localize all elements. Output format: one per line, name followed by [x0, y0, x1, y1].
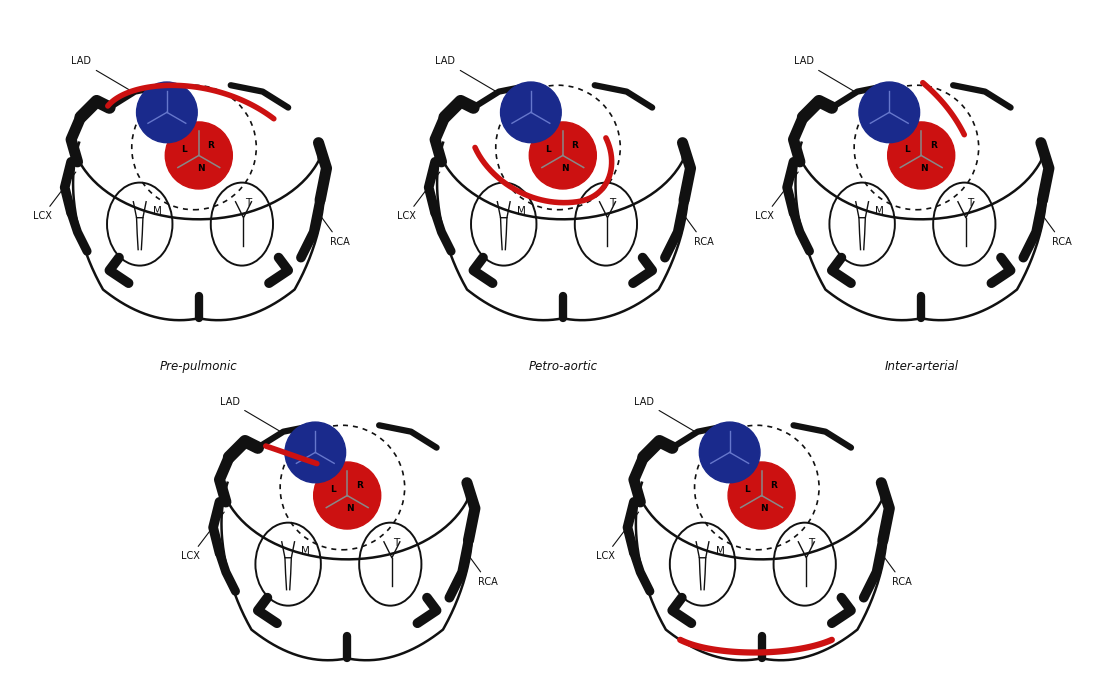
Circle shape — [284, 422, 346, 483]
Polygon shape — [222, 483, 473, 660]
Text: Pre-pulmonic: Pre-pulmonic — [160, 359, 237, 373]
Text: T: T — [808, 539, 814, 548]
Text: N: N — [197, 164, 205, 174]
Circle shape — [501, 82, 561, 143]
Text: T: T — [968, 198, 973, 208]
Text: LCX: LCX — [181, 512, 224, 561]
Text: LAD: LAD — [634, 396, 696, 432]
Text: RCA: RCA — [464, 549, 497, 587]
Text: RCA: RCA — [878, 549, 912, 587]
Text: LCX: LCX — [396, 172, 440, 221]
Text: M: M — [716, 546, 725, 557]
Text: L: L — [330, 485, 336, 494]
Text: T: T — [609, 198, 615, 208]
Text: R: R — [571, 141, 578, 150]
Text: L: L — [181, 145, 187, 154]
Text: R: R — [771, 481, 777, 490]
Text: R: R — [207, 141, 214, 150]
Text: LCX: LCX — [32, 172, 76, 221]
Text: LAD: LAD — [71, 56, 132, 92]
Text: RCA: RCA — [1038, 209, 1072, 247]
Text: L: L — [904, 145, 909, 154]
Text: N: N — [920, 164, 927, 174]
Text: N: N — [760, 505, 768, 514]
Text: N: N — [346, 505, 354, 514]
Text: N: N — [561, 164, 569, 174]
Circle shape — [888, 122, 954, 189]
Text: M: M — [875, 206, 884, 217]
Circle shape — [699, 422, 760, 483]
Text: LAD: LAD — [793, 56, 855, 92]
Polygon shape — [437, 143, 689, 320]
Text: M: M — [301, 546, 310, 557]
Polygon shape — [73, 143, 325, 320]
Circle shape — [859, 82, 920, 143]
Polygon shape — [795, 143, 1047, 320]
Text: RCA: RCA — [680, 209, 713, 247]
Text: RCA: RCA — [316, 209, 349, 247]
Text: LCX: LCX — [596, 512, 638, 561]
Circle shape — [728, 462, 795, 529]
Circle shape — [166, 122, 232, 189]
Polygon shape — [636, 483, 887, 660]
Text: T: T — [245, 198, 251, 208]
Text: R: R — [930, 141, 936, 150]
Text: L: L — [745, 485, 750, 494]
Circle shape — [137, 82, 197, 143]
Text: T: T — [393, 539, 400, 548]
Text: R: R — [356, 481, 363, 490]
Text: LAD: LAD — [220, 396, 281, 432]
Text: M: M — [152, 206, 161, 217]
Circle shape — [314, 462, 381, 529]
Text: L: L — [545, 145, 551, 154]
Text: LAD: LAD — [435, 56, 496, 92]
Text: LCX: LCX — [755, 172, 799, 221]
Text: Inter-arterial: Inter-arterial — [884, 359, 959, 373]
Text: M: M — [516, 206, 525, 217]
Text: Petro-aortic: Petro-aortic — [529, 359, 597, 373]
Circle shape — [530, 122, 596, 189]
